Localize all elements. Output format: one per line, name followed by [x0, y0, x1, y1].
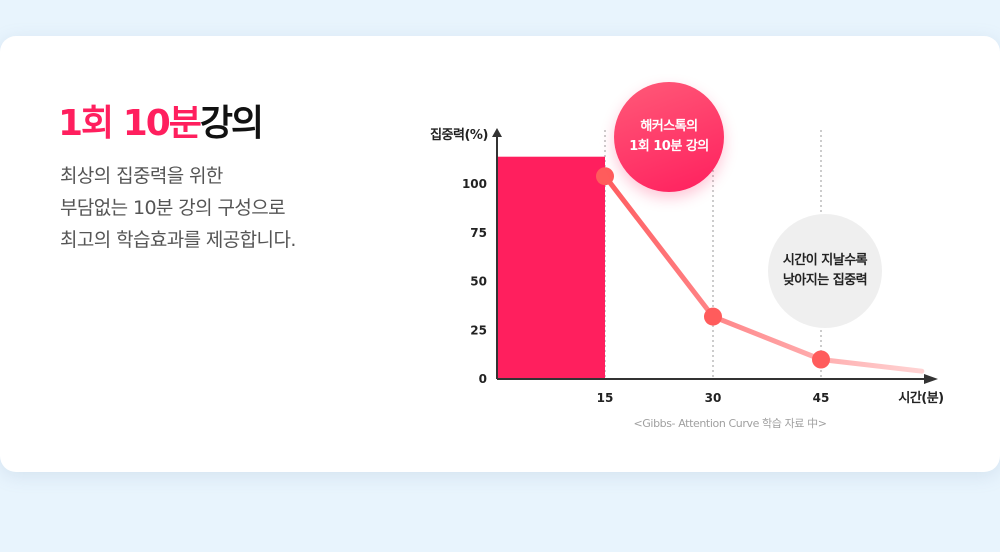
y-axis-label: 집중력(%) [430, 128, 488, 143]
chart-bar-10min [497, 156, 605, 379]
y-tick-label: 50 [470, 275, 487, 289]
description: 최상의 집중력을 위한 부담없는 10분 강의 구성으로 최고의 학습효과를 제… [60, 160, 296, 256]
hackers-bubble-line-2: 1회 10분 강의 [629, 139, 709, 154]
data-point [596, 167, 614, 186]
y-tick-label: 75 [470, 226, 487, 240]
decline-bubble-line-2: 낮아지는 집중력 [782, 273, 868, 288]
page-title: 1회 10분강의 [58, 94, 264, 146]
data-point [704, 307, 722, 326]
hackers-bubble-line-1: 해커스톡의 [640, 119, 698, 134]
decline-bubble: 시간이 지날수록 낮아지는 집중력 [768, 214, 882, 328]
title-rest: 강의 [199, 103, 264, 144]
description-line-1: 최상의 집중력을 위한 [60, 165, 223, 187]
x-tick-label: 30 [705, 391, 722, 405]
y-axis-arrow [492, 128, 502, 137]
y-tick-label: 0 [479, 372, 487, 386]
title-accent: 1회 10분 [58, 103, 202, 144]
chart-caption: <Gibbs- Attention Curve 학습 자료 中> [633, 417, 826, 430]
attention-curve-line [602, 173, 925, 374]
data-point [812, 350, 830, 369]
description-line-2: 부담없는 10분 강의 구성으로 [60, 197, 286, 219]
y-tick-label: 100 [462, 177, 487, 191]
hackers-lecture-bubble: 해커스톡의 1회 10분 강의 [614, 82, 724, 192]
description-line-3: 최고의 학습효과를 제공합니다. [60, 229, 296, 251]
y-tick-label: 25 [470, 323, 487, 337]
x-tick-label: 45 [813, 391, 830, 405]
x-axis-arrow [924, 374, 938, 384]
decline-bubble-line-1: 시간이 지날수록 [782, 253, 868, 268]
x-tick-label: 15 [597, 391, 614, 405]
x-axis-label: 시간(분) [898, 390, 943, 406]
